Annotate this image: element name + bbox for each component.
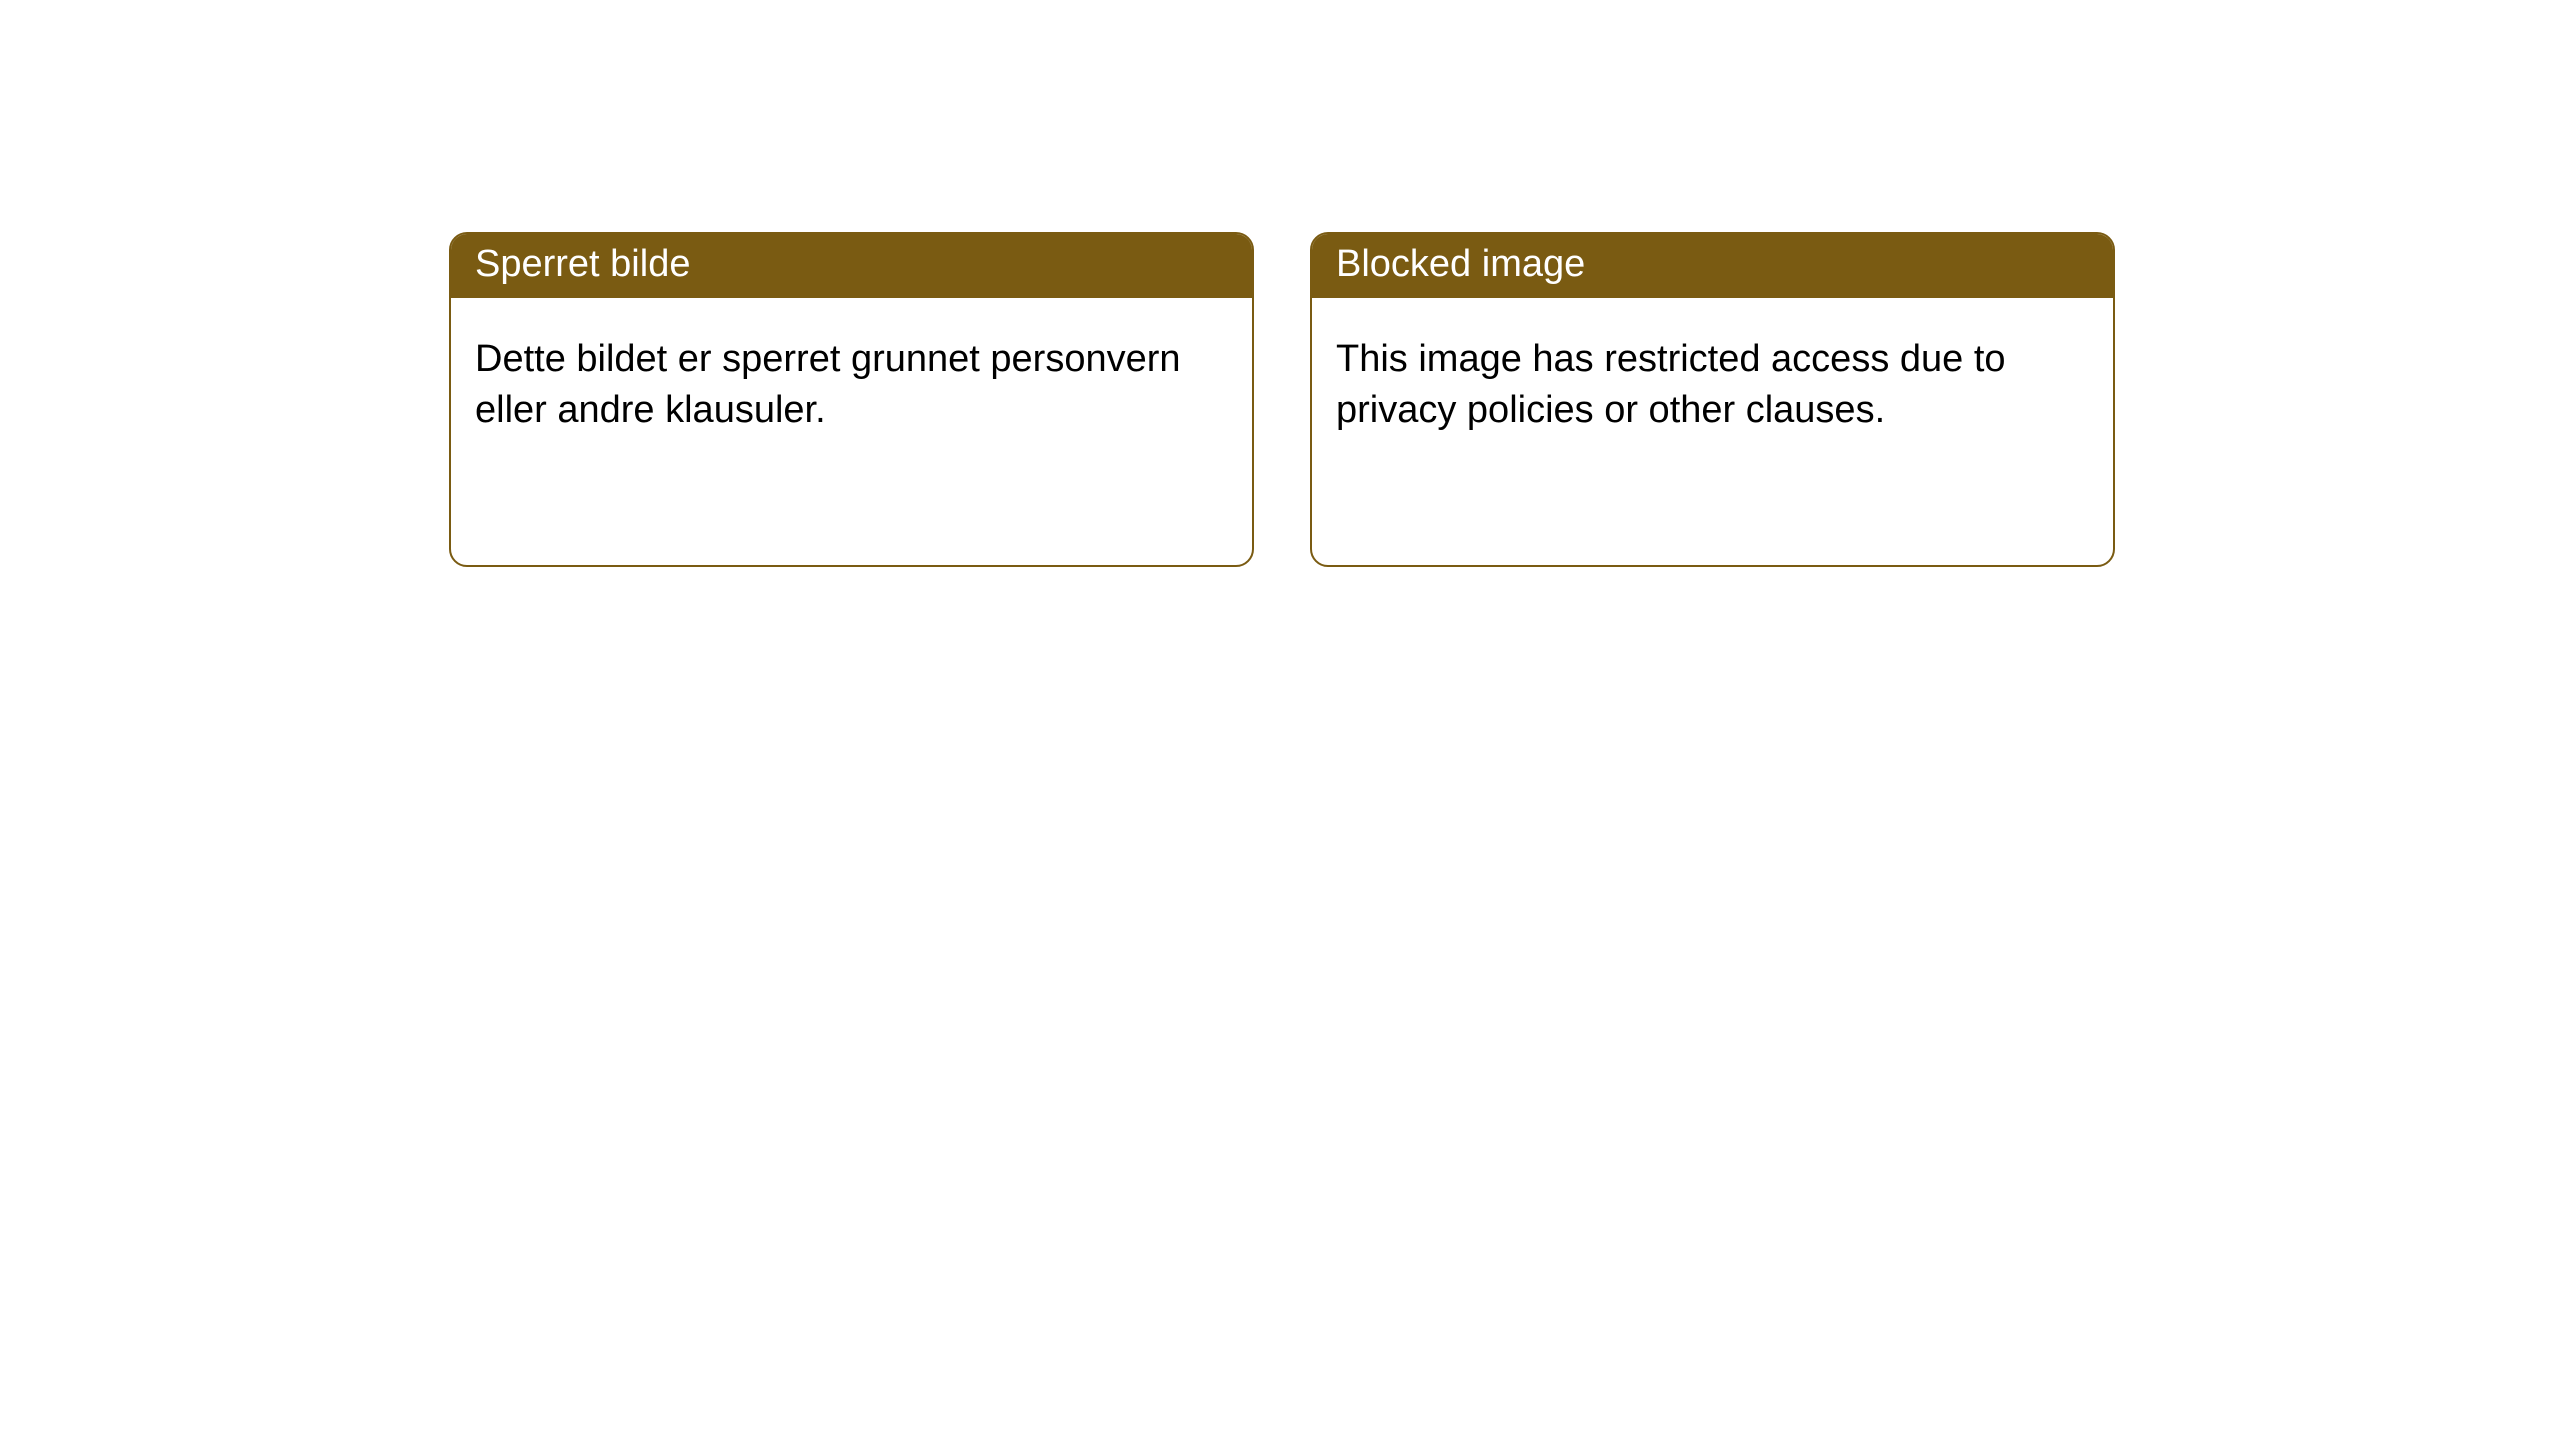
notice-card-title: Blocked image — [1312, 234, 2113, 298]
notice-container: Sperret bilde Dette bildet er sperret gr… — [0, 0, 2560, 567]
notice-card-body: Dette bildet er sperret grunnet personve… — [451, 298, 1252, 461]
notice-card-norwegian: Sperret bilde Dette bildet er sperret gr… — [449, 232, 1254, 567]
notice-card-title: Sperret bilde — [451, 234, 1252, 298]
notice-card-english: Blocked image This image has restricted … — [1310, 232, 2115, 567]
notice-card-body: This image has restricted access due to … — [1312, 298, 2113, 461]
